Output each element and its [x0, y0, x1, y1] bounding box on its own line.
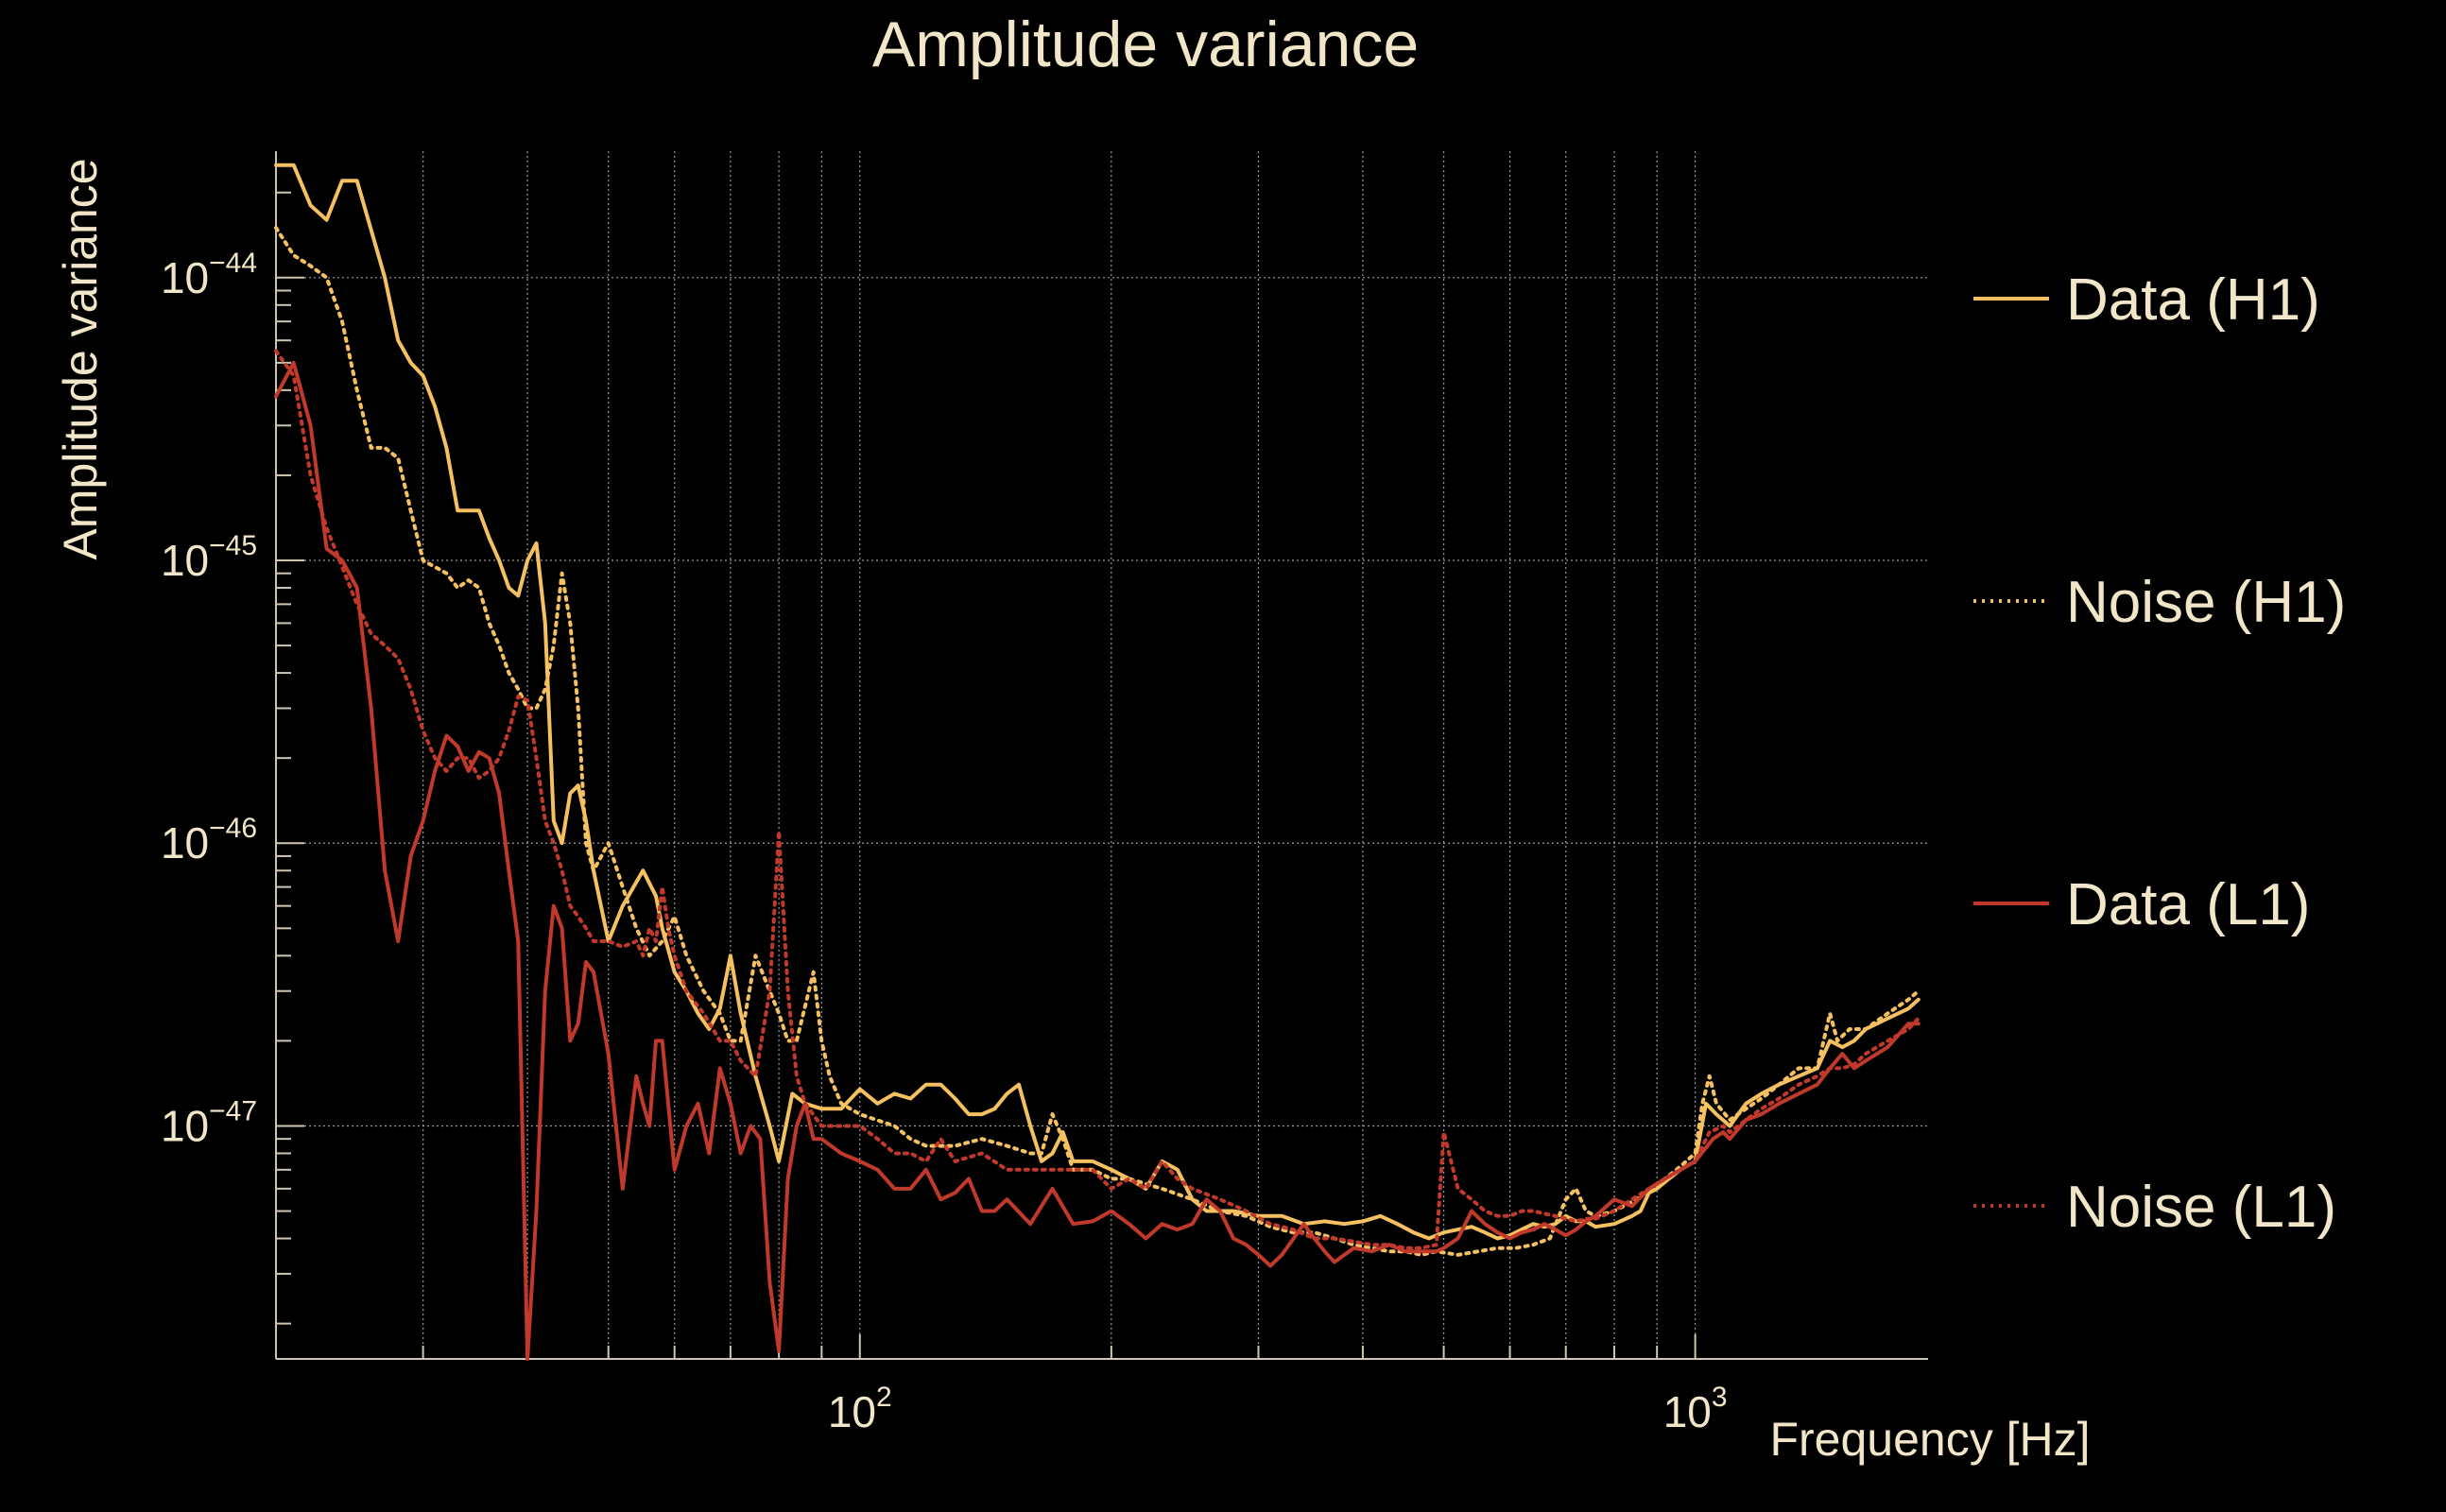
legend: Data (H1) Noise (H1) Data (L1) Noise (L1) [1973, 267, 2346, 1240]
series-line-data-h1 [274, 163, 1921, 1241]
x-tick-label: 103 [1663, 1382, 1728, 1436]
y-tick-label: 10−46 [161, 813, 257, 868]
series-line-noise-h1 [274, 226, 1921, 1257]
legend-label: Data (H1) [2066, 267, 2320, 333]
series-lines [274, 163, 1921, 1361]
series-line-noise-l1 [274, 349, 1921, 1250]
chart-title: Amplitude variance [872, 9, 1419, 80]
y-tick-label: 10−47 [161, 1095, 257, 1150]
tick-labels: 102 103 10−44 10−45 10−46 10−47 [161, 248, 1728, 1436]
x-tick-label: 102 [828, 1382, 892, 1436]
y-axis-label: Amplitude variance [54, 158, 107, 559]
legend-label: Noise (H1) [2066, 570, 2346, 635]
y-tick-label: 10−45 [161, 530, 257, 585]
x-axis-label: Frequency [Hz] [1769, 1413, 2090, 1466]
y-tick-label: 10−44 [161, 248, 257, 302]
legend-label: Noise (L1) [2066, 1175, 2336, 1240]
series-line-data-l1 [274, 360, 1921, 1361]
legend-label: Data (L1) [2066, 872, 2310, 937]
